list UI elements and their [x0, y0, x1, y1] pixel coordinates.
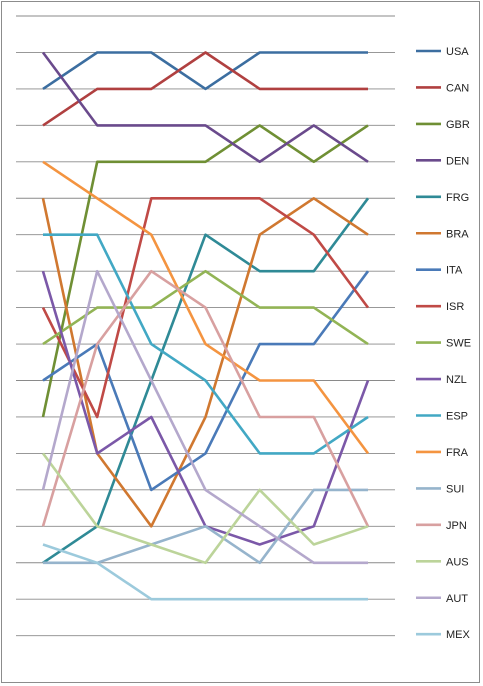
series-line-aus [41, 452, 369, 565]
legend-label-esp: ESP [446, 411, 468, 423]
series-line-gbr [41, 124, 369, 418]
series-line-den [41, 51, 369, 164]
legend-label-usa: USA [446, 46, 469, 58]
series-line-usa [42, 51, 368, 91]
legend: USA CAN GBR DEN FRG BRA ITA ISR SWE NZL ESP FRA SUI J… [416, 46, 471, 641]
legend-label-jpn: JPN [446, 520, 467, 532]
legend-label-nzl: NZL [446, 374, 467, 386]
legend-label-ita: ITA [446, 265, 463, 277]
legend-label-sui: SUI [446, 483, 464, 495]
legend-label-gbr: GBR [446, 119, 470, 131]
legend-label-aus: AUS [446, 556, 469, 568]
series-line-esp [43, 233, 369, 455]
legend-label-can: CAN [446, 82, 469, 94]
series-line-aut [41, 269, 368, 565]
legend-label-den: DEN [446, 155, 469, 167]
legend-label-bra: BRA [446, 228, 469, 240]
series-line-mex [42, 543, 368, 601]
series-line-fra [42, 160, 370, 455]
series-line-jpn [41, 269, 370, 527]
series-line-can [42, 51, 368, 127]
legend-label-aut: AUT [446, 593, 468, 605]
legend-label-frg: FRG [446, 192, 469, 204]
legend-label-fra: FRA [446, 447, 469, 459]
legend-label-swe: SWE [446, 338, 471, 350]
series-line-isr [41, 197, 370, 419]
series-line-swe [42, 269, 369, 346]
series-lines [41, 51, 370, 601]
legend-label-mex: MEX [446, 629, 471, 641]
legend-label-isr: ISR [446, 301, 464, 313]
